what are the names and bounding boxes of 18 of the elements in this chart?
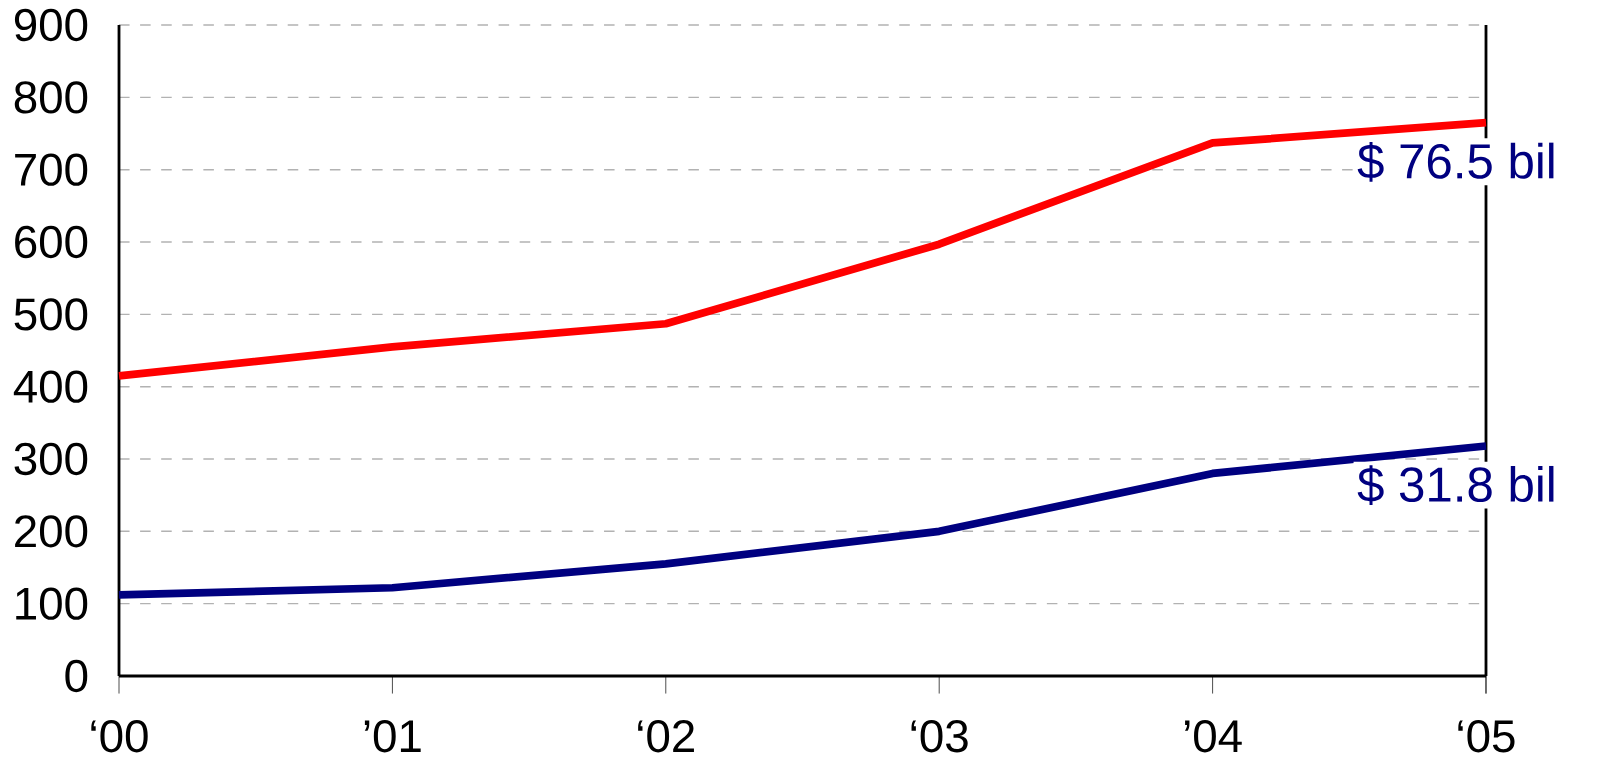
y-tick-label: 700: [15, 153, 88, 186]
x-tick-label: ’04: [1184, 720, 1242, 753]
y-tick-label: 0: [65, 659, 88, 693]
y-tick-label: 600: [15, 225, 88, 259]
x-tick-label: ‘03: [911, 720, 968, 753]
x-tick-label: ‘05: [1458, 720, 1515, 753]
x-tick-label: ’01: [364, 720, 421, 753]
y-tick-label: 500: [14, 298, 88, 331]
y-tick-label: 300: [14, 442, 88, 476]
y-tick-label: 400: [13, 370, 88, 403]
x-tick-label: ‘00: [91, 720, 148, 753]
y-tick-label: 200: [15, 515, 88, 548]
x-tick-label: ‘02: [638, 720, 694, 753]
y-tick-label: 100: [16, 587, 88, 620]
y-tick-label: 900: [14, 8, 88, 42]
annotation: $ 31.8 bil: [1357, 465, 1554, 506]
y-tick-label: 800: [14, 81, 88, 114]
annotation: $ 76.5 bil: [1357, 141, 1554, 182]
